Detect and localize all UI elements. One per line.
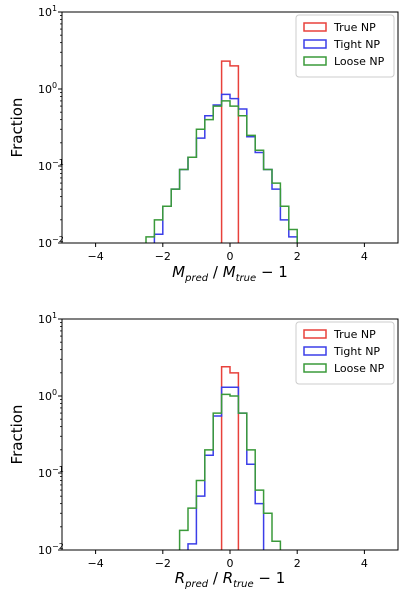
y-tick-label: 101 bbox=[38, 4, 57, 19]
legend-label-tight-np: Tight NP bbox=[333, 38, 380, 51]
x-tick-label: 4 bbox=[361, 557, 368, 570]
y-tick-exponent: 1 bbox=[52, 4, 57, 13]
legend-swatch-true-np bbox=[303, 22, 327, 32]
x-label-sub1: pred bbox=[184, 273, 209, 284]
y-tick-exponent: 0 bbox=[52, 388, 57, 397]
y-tick-label: 10−1 bbox=[38, 158, 64, 173]
y-tick-label: 100 bbox=[38, 81, 57, 96]
series-loose-np-step bbox=[178, 393, 282, 550]
legend-label-true-np: True NP bbox=[333, 328, 376, 341]
x-tick-label: −2 bbox=[155, 250, 171, 263]
x-label-tail: − 1 bbox=[256, 263, 288, 281]
x-label-var2: M bbox=[223, 263, 236, 281]
y-tick-exponent: −2 bbox=[52, 235, 64, 244]
legend: True NP Tight NP Loose NP bbox=[295, 14, 395, 78]
y-tick-exponent: 1 bbox=[52, 311, 57, 320]
y-tick-exponent: −1 bbox=[52, 158, 64, 167]
legend-swatch-tight-np bbox=[303, 39, 327, 49]
series-tight-np-step bbox=[153, 93, 298, 243]
x-axis-label: Rpred / Rtrue − 1 bbox=[175, 569, 286, 590]
y-axis-label: Fraction bbox=[8, 98, 26, 158]
x-label-var1: R bbox=[175, 569, 185, 587]
y-tick-label: 10−2 bbox=[38, 542, 64, 557]
x-label-mid: / bbox=[208, 263, 223, 281]
x-tick-label: 4 bbox=[361, 250, 368, 263]
legend-swatch-loose-np bbox=[303, 56, 327, 66]
y-tick-label: 10−1 bbox=[38, 465, 64, 480]
legend-swatch-loose-np bbox=[303, 363, 327, 373]
legend-swatch-tight-np bbox=[303, 346, 327, 356]
series-group bbox=[178, 365, 282, 550]
x-label-var1: M bbox=[172, 263, 185, 281]
x-label-sub1: pred bbox=[184, 579, 209, 590]
x-axis-label: Mpred / Mtrue − 1 bbox=[172, 263, 288, 284]
y-tick-label: 101 bbox=[38, 311, 57, 326]
legend-label-loose-np: Loose NP bbox=[334, 55, 385, 68]
legend-label-true-np: True NP bbox=[333, 21, 376, 34]
x-tick-label: 2 bbox=[294, 557, 301, 570]
y-tick-exponent: −2 bbox=[52, 542, 64, 551]
x-label-mid: / bbox=[208, 569, 223, 587]
x-tick-label: 2 bbox=[294, 250, 301, 263]
y-tick-label: 10−2 bbox=[38, 235, 64, 250]
x-tick-label: −2 bbox=[155, 557, 171, 570]
y-tick-exponent: −1 bbox=[52, 465, 64, 474]
x-label-sub2: true bbox=[236, 273, 257, 284]
y-tick-label: 100 bbox=[38, 388, 57, 403]
series-true-np-step bbox=[220, 60, 240, 243]
legend-label-loose-np: Loose NP bbox=[334, 362, 385, 375]
series-group bbox=[145, 60, 298, 243]
legend-label-tight-np: Tight NP bbox=[333, 345, 380, 358]
x-label-sub2: true bbox=[233, 579, 254, 590]
series-loose-np-step bbox=[145, 100, 298, 243]
series-tight-np-step bbox=[187, 386, 265, 550]
y-tick-exponent: 0 bbox=[52, 81, 57, 90]
x-tick-label: 0 bbox=[227, 557, 234, 570]
x-label-tail: − 1 bbox=[254, 569, 286, 587]
legend: True NP Tight NP Loose NP bbox=[295, 321, 395, 385]
x-tick-label: 0 bbox=[227, 250, 234, 263]
x-tick-label: −4 bbox=[87, 250, 103, 263]
legend-swatch-true-np bbox=[303, 329, 327, 339]
x-tick-label: −4 bbox=[87, 557, 103, 570]
y-axis-label: Fraction bbox=[8, 405, 26, 465]
x-label-var2: R bbox=[223, 569, 233, 587]
